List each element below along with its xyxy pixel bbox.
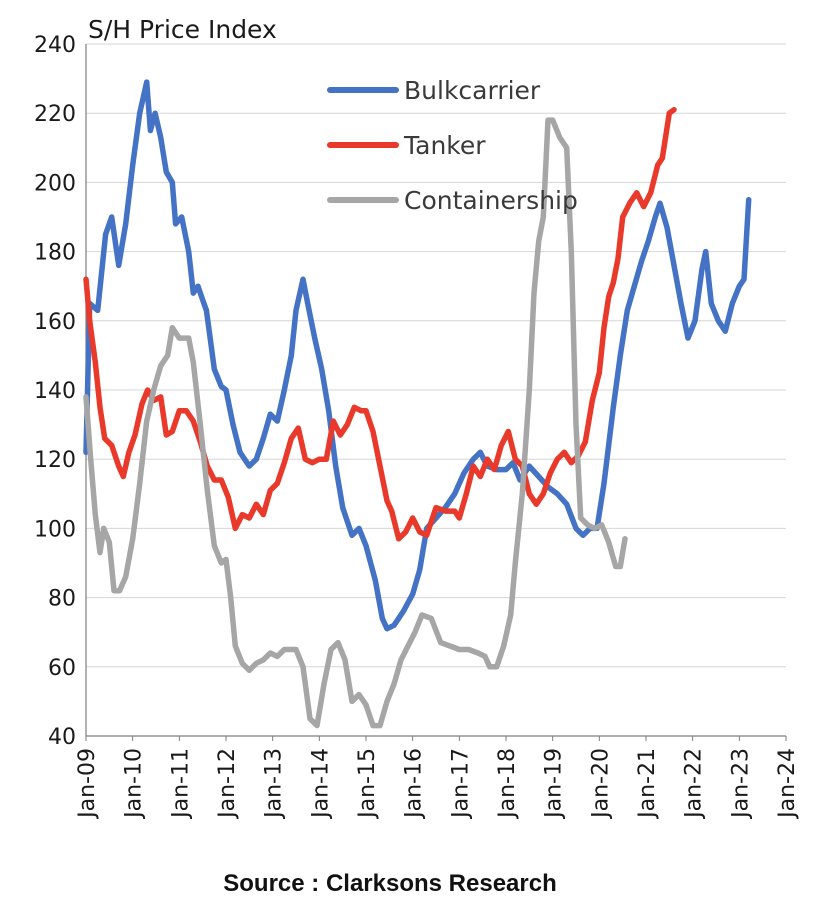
x-tick-label: Jan-20 [588, 748, 613, 820]
source-note: Source : Clarksons Research [223, 870, 557, 897]
x-tick-label: Jan-21 [635, 748, 660, 820]
y-axis-tick-labels: 40 60 80 100 120 140 160 180 200 220 240 [34, 33, 76, 750]
x-tick-label: Jan-11 [168, 748, 193, 820]
legend: Bulkcarrier Tanker Containership [327, 76, 578, 215]
y-tick-label: 240 [34, 33, 76, 58]
y-tick-label: 160 [34, 310, 76, 335]
x-tick-label: Jan-09 [75, 748, 100, 820]
y-tick-label: 220 [34, 102, 76, 127]
y-tick-label: 40 [48, 725, 76, 750]
y-tick-label: 200 [34, 171, 76, 196]
y-tick-label: 180 [34, 241, 76, 266]
y-tick-label: 60 [48, 656, 76, 681]
legend-label-containership: Containership [404, 186, 578, 215]
x-tick-label: Jan-10 [122, 748, 147, 820]
series-line-tanker [83, 106, 677, 542]
legend-label-bulkcarrier: Bulkcarrier [404, 76, 541, 105]
y-tick-label: 140 [34, 379, 76, 404]
y-tick-label: 100 [34, 517, 76, 542]
x-tick-label: Jan-12 [215, 748, 240, 820]
x-tick-label: Jan-14 [308, 748, 333, 820]
series-line-bulkcarrier [83, 79, 752, 632]
x-tick-label: Jan-17 [448, 748, 473, 820]
x-tick-label: Jan-19 [542, 748, 567, 820]
y-tick-label: 80 [48, 587, 76, 612]
x-tick-label: Jan-23 [728, 748, 753, 820]
y-axis-title: S/H Price Index [88, 15, 277, 44]
x-tick-label: Jan-16 [402, 748, 427, 820]
x-tick-label: Jan-13 [262, 748, 287, 820]
y-tick-label: 120 [34, 448, 76, 473]
x-tick-label: Jan-24 [775, 748, 800, 820]
legend-label-tanker: Tanker [403, 131, 486, 160]
series-line-containership [83, 117, 628, 729]
x-axis-tick-labels: Jan-09 Jan-10 Jan-11 Jan-12 Jan-13 Jan-14 Jan-… [75, 748, 800, 820]
x-tick-label: Jan-18 [495, 748, 520, 820]
x-tick-label: Jan-22 [682, 748, 707, 820]
series-lines [83, 79, 752, 729]
x-tick-label: Jan-15 [355, 748, 380, 820]
